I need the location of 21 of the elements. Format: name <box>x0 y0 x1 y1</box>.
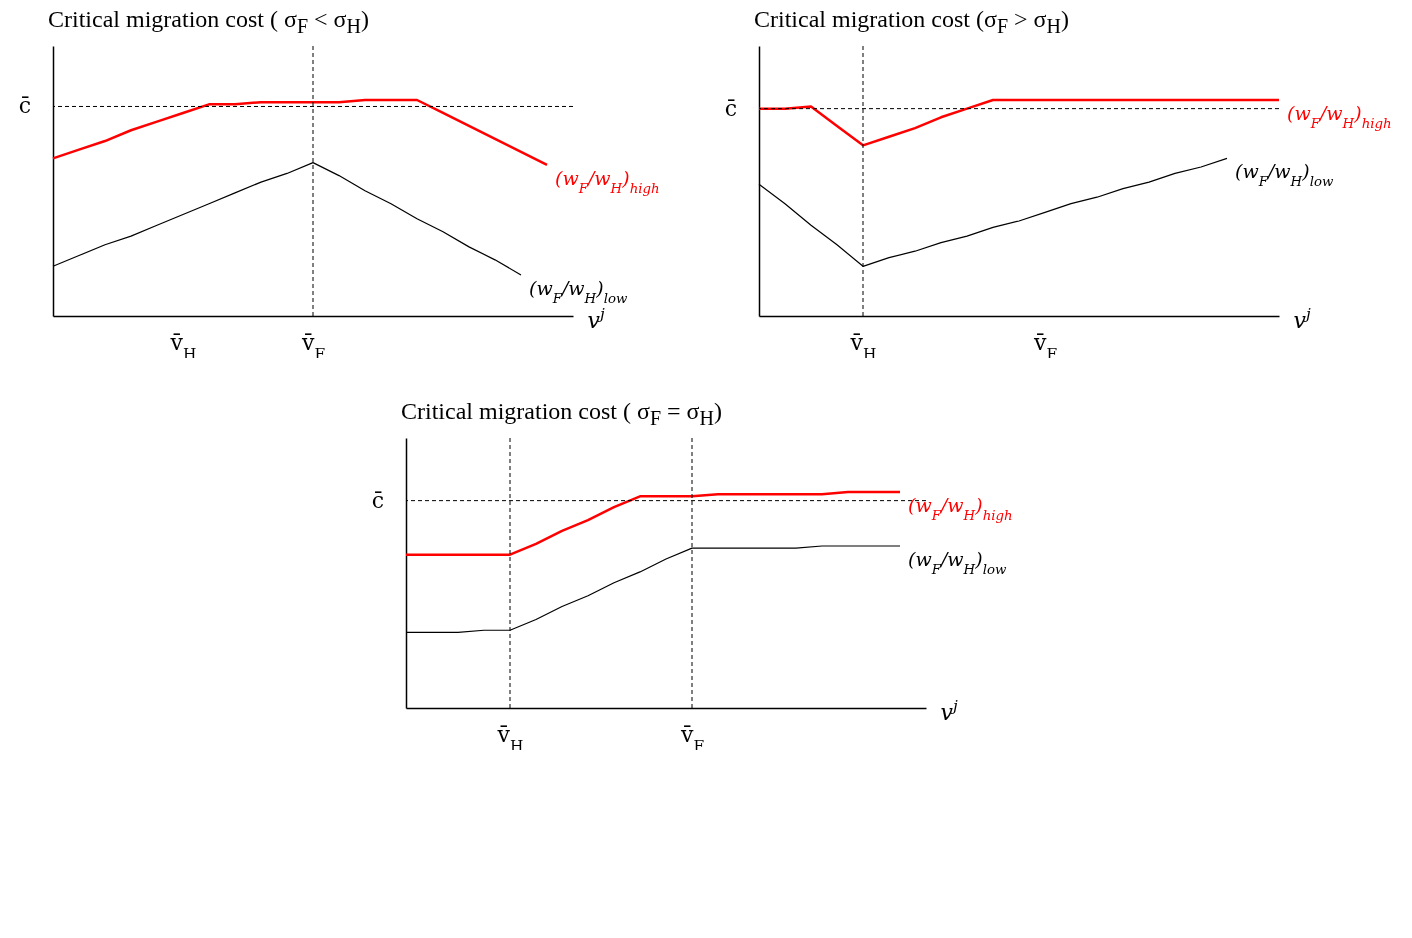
series-label: (w$_{F}$/w$_{H}$)$_{low}$ <box>529 276 628 306</box>
series-label: (w$_{F}$/w$_{H}$)$_{low}$ <box>908 548 1007 577</box>
series-label: (w$_{F}$/w$_{H}$)$_{high}$ <box>555 166 660 196</box>
x-tick-label: v̄$_{F}$ <box>1032 329 1058 363</box>
chart-title: Critical migration cost (σ$_{F}$ > σ$_{H}$) <box>753 6 1070 39</box>
x-axis-title: v$^{j}$ <box>1293 304 1311 333</box>
chart-title: Critical migration cost ( σ$_{F}$ = σ$_{H}$) <box>400 398 723 431</box>
x-tick-label: v̄$_{H}$ <box>169 329 197 363</box>
ref-line-label: c̄ <box>18 93 31 119</box>
chart-title: Critical migration cost ( σ$_{F}$ < σ$_{H}$) <box>47 6 370 39</box>
x-axis-title: v$^{j}$ <box>587 304 605 333</box>
ref-line-label: c̄ <box>724 95 737 121</box>
x-tick-label: v̄$_{F}$ <box>679 721 705 755</box>
x-tick-label: v̄$_{H}$ <box>849 329 877 363</box>
series-label: (w$_{F}$/w$_{H}$)$_{high}$ <box>908 494 1013 523</box>
series-label: (w$_{F}$/w$_{H}$)$_{high}$ <box>1287 102 1392 131</box>
x-tick-label: v̄$_{H}$ <box>496 721 524 755</box>
ref-line-label: c̄ <box>371 487 384 513</box>
x-axis-title: v$^{j}$ <box>940 696 958 725</box>
series-label: (w$_{F}$/w$_{H}$)$_{low}$ <box>1235 160 1334 189</box>
x-tick-label: v̄$_{F}$ <box>300 329 326 363</box>
